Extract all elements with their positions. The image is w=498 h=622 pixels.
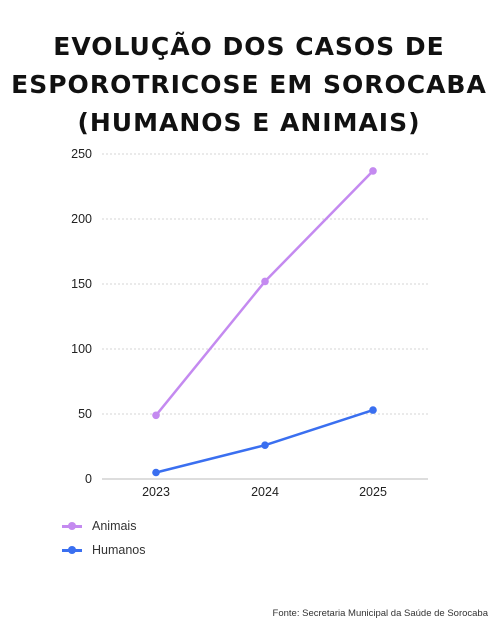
legend-swatch-humanos (62, 545, 82, 555)
data-point-humanos-2023 (152, 468, 160, 477)
legend-item-humanos: Humanos (62, 538, 146, 562)
legend-label-animais: Animais (92, 519, 137, 533)
y-tick-label-50: 50 (78, 407, 92, 421)
x-tick-label-2024: 2024 (251, 485, 279, 499)
data-point-humanos-2024 (261, 441, 269, 450)
series-line-animais (154, 169, 375, 417)
series-line-humanos (154, 408, 375, 474)
y-tick-label-150: 150 (71, 277, 92, 291)
legend-item-animais: Animais (62, 514, 146, 538)
y-tick-label-0: 0 (85, 472, 92, 486)
legend-label-humanos: Humanos (92, 543, 146, 557)
chart-legend: Animais Humanos (62, 514, 146, 562)
y-tick-label-250: 250 (71, 147, 92, 161)
x-tick-label-2023: 2023 (142, 485, 170, 499)
x-tick-label-2025: 2025 (359, 485, 387, 499)
chart-title: EVOLUÇÃO DOS CASOS DE ESPOROTRICOSE EM S… (0, 28, 498, 142)
line-chart: 0 50 100 150 200 250 2023 2024 2025 (71, 147, 428, 499)
data-point-animais-2023 (152, 411, 160, 420)
title-line-2: ESPOROTRICOSE EM SOROCABA (11, 70, 487, 99)
data-point-animais-2025 (369, 167, 377, 175)
legend-swatch-animais (62, 521, 82, 531)
title-line-3: (HUMANOS E ANIMAIS) (77, 108, 421, 137)
title-line-1: EVOLUÇÃO DOS CASOS DE (53, 32, 445, 61)
y-tick-label-100: 100 (71, 342, 92, 356)
source-note: Fonte: Secretaria Municipal da Saúde de … (272, 608, 488, 619)
data-point-humanos-2025 (369, 406, 377, 414)
y-tick-label-200: 200 (71, 212, 92, 226)
data-point-animais-2024 (261, 277, 269, 286)
